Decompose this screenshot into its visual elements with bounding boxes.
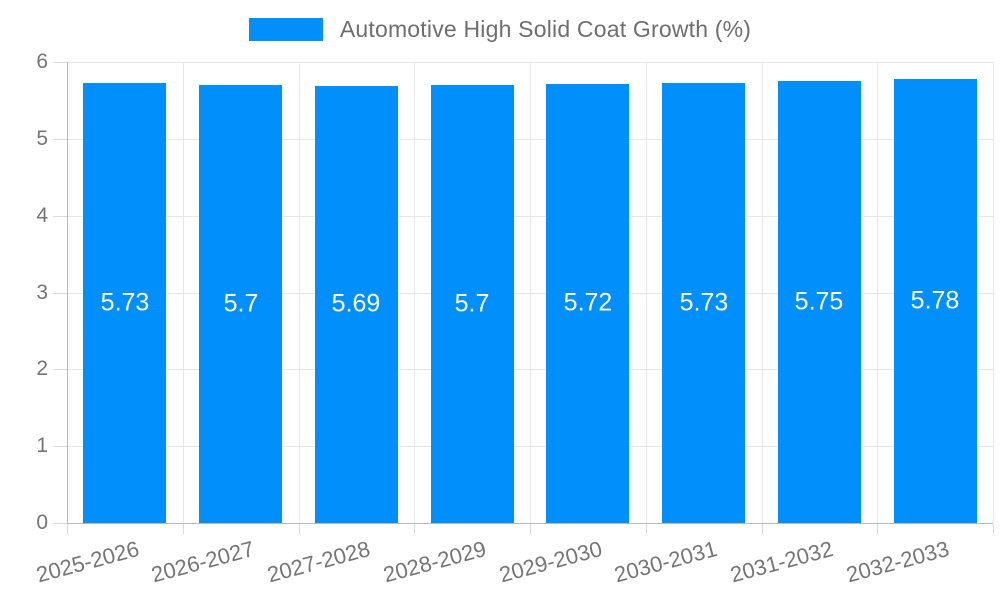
- y-tick-label: 4: [36, 204, 48, 227]
- bar: [778, 81, 861, 523]
- bar: [546, 84, 629, 523]
- v-gridline: [993, 62, 994, 523]
- x-tick-mark: [877, 524, 878, 534]
- bar: [431, 85, 514, 523]
- x-tick-label: 2028-2029: [380, 536, 489, 588]
- v-gridline: [646, 62, 647, 523]
- x-tick-mark: [530, 524, 531, 534]
- bar-value-label: 5.73: [679, 288, 729, 317]
- y-tick-mark: [53, 523, 67, 524]
- bar-value-label: 5.75: [794, 287, 844, 316]
- v-gridline: [530, 62, 531, 523]
- y-tick-mark: [53, 446, 67, 447]
- x-tick-mark: [414, 524, 415, 534]
- y-tick-mark: [53, 139, 67, 140]
- x-tick-mark: [67, 524, 68, 534]
- x-tick-label: 2032-2033: [843, 536, 952, 588]
- y-tick-label: 5: [36, 127, 48, 150]
- legend-label: Automotive High Solid Coat Growth (%): [339, 16, 752, 42]
- bar-value-label: 5.7: [454, 289, 490, 318]
- bar: [83, 83, 166, 523]
- v-gridline: [299, 62, 300, 523]
- y-tick-mark: [53, 293, 67, 294]
- y-tick-label: 2: [36, 357, 48, 380]
- bar-value-label: 5.7: [223, 289, 259, 318]
- x-tick-label: 2031-2032: [727, 536, 836, 588]
- y-tick-label: 6: [36, 50, 48, 73]
- bar-value-label: 5.73: [100, 288, 150, 317]
- x-tick-mark: [993, 524, 994, 534]
- x-tick-mark: [183, 524, 184, 534]
- bar: [894, 79, 977, 523]
- v-gridline: [762, 62, 763, 523]
- x-tick-mark: [299, 524, 300, 534]
- y-tick-mark: [53, 62, 67, 63]
- bar: [199, 85, 282, 523]
- x-tick-mark: [762, 524, 763, 534]
- bar-value-label: 5.78: [910, 286, 960, 315]
- y-tick-mark: [53, 369, 67, 370]
- legend-swatch: [248, 18, 323, 41]
- v-gridline: [183, 62, 184, 523]
- x-tick-label: 2030-2031: [611, 536, 721, 588]
- bar: [662, 83, 745, 523]
- x-axis-line: [66, 523, 993, 524]
- y-tick-label: 0: [36, 511, 48, 534]
- bar: [315, 86, 398, 523]
- x-tick-label: 2027-2028: [264, 536, 373, 588]
- x-tick-label: 2029-2030: [496, 536, 605, 588]
- y-tick-mark: [53, 216, 67, 217]
- y-tick-label: 1: [36, 434, 48, 457]
- x-tick-mark: [646, 524, 647, 534]
- legend: Automotive High Solid Coat Growth (%): [0, 16, 1000, 43]
- y-axis-line: [67, 62, 68, 524]
- bar-value-label: 5.72: [563, 288, 613, 317]
- y-tick-label: 3: [36, 281, 48, 304]
- x-tick-label: 2026-2027: [148, 536, 258, 588]
- bar-value-label: 5.69: [331, 289, 381, 318]
- x-tick-label: 2025-2026: [33, 536, 142, 588]
- v-gridline: [877, 62, 878, 523]
- v-gridline: [414, 62, 415, 523]
